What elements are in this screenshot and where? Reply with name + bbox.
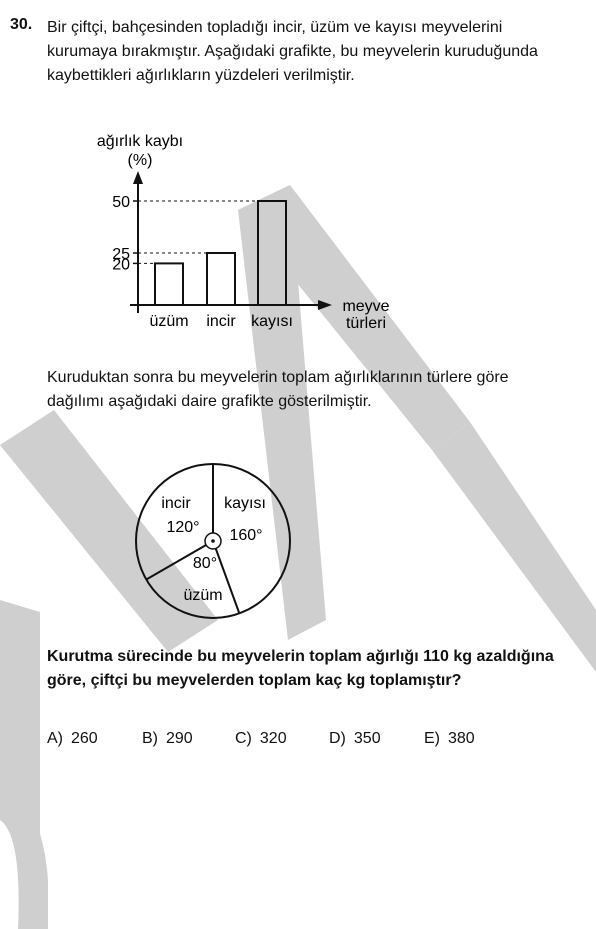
option-d-value: 350	[353, 730, 381, 747]
pie-center-dot	[211, 539, 215, 543]
bar-2	[257, 200, 287, 306]
y-tick-label: 25	[112, 246, 130, 263]
option-c[interactable]: C) 320	[235, 730, 287, 748]
option-b-label: B)	[142, 730, 158, 747]
pie-slice-border	[212, 540, 241, 614]
bar-0	[154, 262, 184, 306]
option-e-value: 380	[448, 730, 475, 747]
x-axis-arrow	[318, 300, 332, 310]
option-c-value: 320	[259, 730, 287, 747]
option-b[interactable]: B) 290	[142, 730, 193, 748]
pie-slice-label: üzüm	[183, 587, 222, 604]
option-b-value: 290	[166, 730, 193, 747]
answer-options: A) 260 B) 290 C) 320 D) 350 E) 380	[47, 730, 567, 754]
option-d-label: D)	[329, 730, 346, 747]
question-prompt: Kurutma sürecinde bu meyvelerin toplam a…	[47, 648, 554, 689]
y-tick-label: 20	[112, 256, 130, 273]
pie-slice-value: 160°	[229, 527, 262, 544]
pie-slice-label: incir	[161, 495, 191, 512]
x-axis-label-line2: türleri	[346, 315, 386, 332]
option-a[interactable]: A) 260	[47, 730, 98, 748]
y-axis-label: ağırlık kaybı	[97, 133, 183, 150]
pie-slice-label: kayısı	[224, 495, 266, 512]
y-axis-arrow	[133, 171, 143, 184]
question-stem: Bir çiftçi, bahçesinden topladığı incir,…	[47, 19, 538, 84]
option-e-label: E)	[424, 730, 440, 747]
y-axis-unit: (%)	[128, 152, 153, 169]
question-stem-2: Kuruduktan sonra bu meyvelerin toplam ağ…	[47, 369, 509, 410]
x-tick-label: kayısı	[251, 313, 293, 330]
question-number: 30.	[10, 16, 33, 33]
x-tick-label: incir	[206, 313, 236, 330]
pie-slice-border	[145, 540, 214, 581]
x-axis-label-line1: meyve	[342, 298, 389, 315]
bar-1	[206, 252, 236, 306]
y-tick-label: 50	[112, 194, 130, 211]
pie-chart: kayısı 160° üzüm 80° incir 120°	[135, 463, 291, 619]
option-a-label: A)	[47, 730, 63, 747]
option-c-label: C)	[235, 730, 252, 747]
option-d[interactable]: D) 350	[329, 730, 381, 748]
option-a-value: 260	[71, 730, 98, 747]
pie-slice-value: 80°	[193, 555, 217, 572]
option-e[interactable]: E) 380	[424, 730, 475, 748]
pie-slice-value: 120°	[166, 519, 199, 536]
x-tick-label: üzüm	[149, 313, 188, 330]
